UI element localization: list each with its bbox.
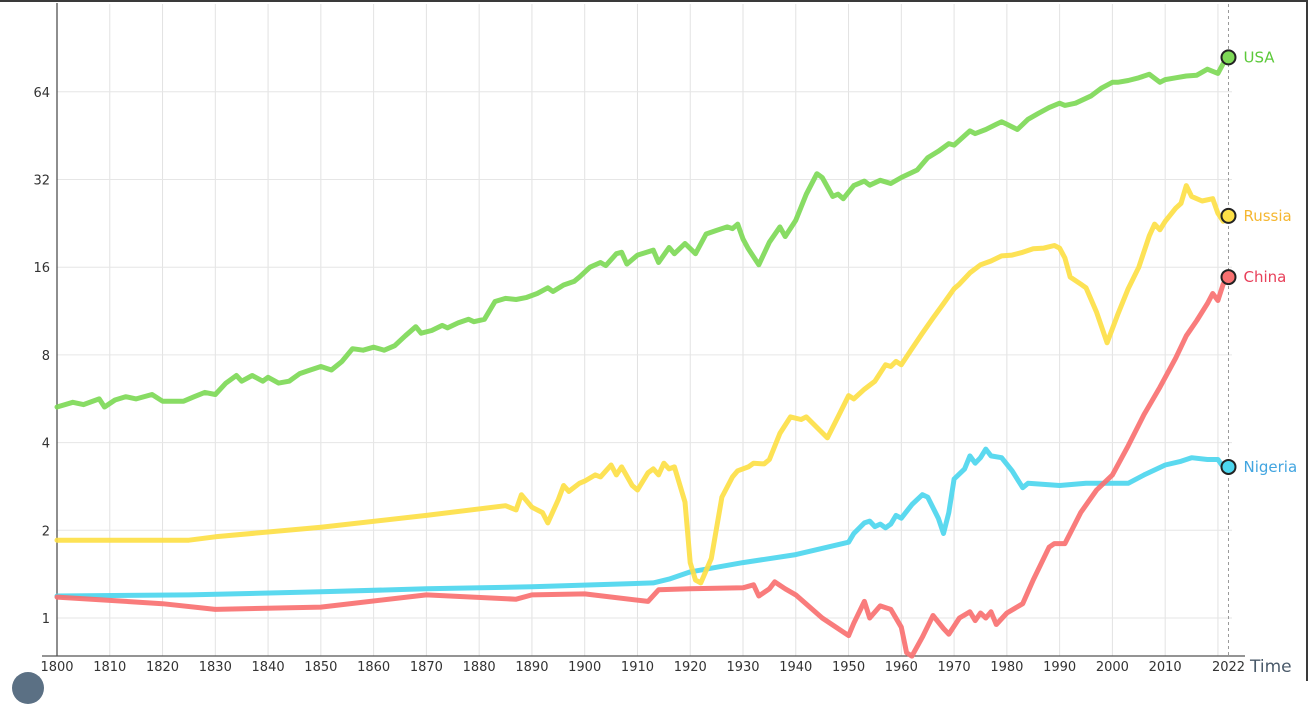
x-axis: 1800 1810 1820 1830 1840 1850 1860 1870 1880 1890… [40, 655, 1245, 675]
x-tick-label: 1990 [1043, 660, 1076, 675]
x-tick-label: 1820 [146, 660, 179, 675]
vertical-gridlines [109, 4, 1219, 656]
y-axis: 1 2 4 8 16 32 64 [33, 3, 58, 656]
avatar-button[interactable] [12, 672, 44, 704]
x-tick-label: 1830 [199, 660, 232, 675]
series-line-usa[interactable] [54, 54, 1231, 410]
x-tick-label: 1940 [779, 660, 812, 675]
x-tick-label: 1900 [568, 660, 601, 675]
end-marker-china[interactable] [1220, 269, 1237, 286]
series-label-russia[interactable]: Russia [1243, 207, 1291, 225]
series-line-nigeria[interactable] [54, 446, 1231, 599]
x-tick-label: 1980 [990, 660, 1023, 675]
y-tick-label: 2 [42, 524, 50, 539]
series-label-china[interactable]: China [1243, 268, 1286, 286]
end-marker-russia[interactable] [1220, 207, 1237, 224]
series-lines [54, 54, 1231, 659]
end-marker-usa[interactable] [1220, 49, 1237, 66]
y-tick-label: 4 [42, 437, 50, 452]
y-tick-label: 1 [42, 612, 50, 627]
y-tick-label: 16 [33, 261, 50, 276]
x-tick-label: 1850 [304, 660, 337, 675]
series-end-markers[interactable] [1220, 49, 1237, 475]
x-tick-label: 1930 [726, 660, 759, 675]
x-tick-label: 1920 [674, 660, 707, 675]
series-line-china[interactable] [54, 274, 1231, 659]
x-tick-label: 1860 [357, 660, 390, 675]
x-tick-label: 2010 [1149, 660, 1182, 675]
x-tick-label: 1960 [885, 660, 918, 675]
x-tick-label: 1970 [938, 660, 971, 675]
x-tick-label: 1880 [463, 660, 496, 675]
x-tick-label: 1950 [832, 660, 865, 675]
x-tick-label: 1870 [410, 660, 443, 675]
x-tick-label: 1890 [515, 660, 548, 675]
series-label-nigeria[interactable]: Nigeria [1243, 458, 1297, 476]
y-tick-label: 8 [42, 349, 50, 364]
x-tick-label: 1840 [252, 660, 285, 675]
x-tick-label: 1910 [621, 660, 654, 675]
y-tick-label: 64 [33, 86, 50, 101]
x-tick-label: 2000 [1096, 660, 1129, 675]
x-tick-label: 1810 [93, 660, 126, 675]
right-border [1306, 0, 1308, 681]
x-axis-title[interactable]: Time [1249, 657, 1292, 677]
y-tick-label: 32 [33, 174, 50, 189]
series-labels: USA Russia China Nigeria [1243, 48, 1297, 476]
horizontal-gridlines [57, 91, 1232, 619]
end-marker-nigeria[interactable] [1220, 458, 1237, 475]
x-tick-label: 1800 [40, 660, 73, 675]
series-line-russia[interactable] [54, 183, 1231, 586]
x-tick-label: 2022 [1212, 660, 1245, 675]
top-border [0, 0, 1308, 2]
series-label-usa[interactable]: USA [1243, 48, 1275, 66]
